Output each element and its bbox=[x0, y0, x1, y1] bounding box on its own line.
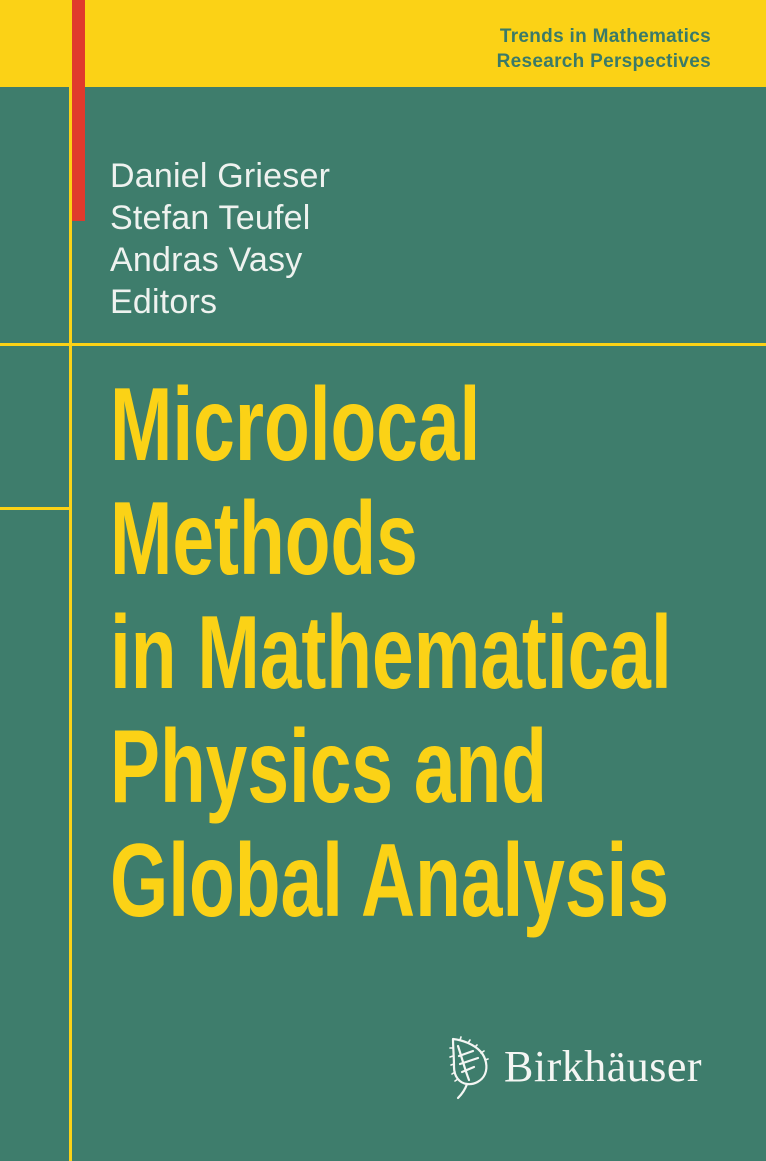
red-accent-bar bbox=[72, 0, 85, 221]
series-title-line1: Trends in Mathematics bbox=[499, 26, 711, 47]
publisher-wordmark: Birkhäuser bbox=[504, 1042, 703, 1091]
book-title: Microlocal Methods in Mathematical Physi… bbox=[110, 368, 672, 938]
horizontal-rule-full bbox=[0, 343, 766, 346]
birch-leaf-icon bbox=[449, 1036, 489, 1100]
editor-name: Andras Vasy bbox=[110, 241, 303, 279]
book-title-line: Microlocal bbox=[110, 367, 481, 483]
book-title-line: Global Analysis bbox=[110, 823, 670, 939]
series-band bbox=[0, 0, 766, 87]
horizontal-rule-short bbox=[0, 507, 69, 510]
series-title-line2: Research Perspectives bbox=[496, 51, 711, 72]
book-title-line: Methods bbox=[110, 481, 418, 597]
book-title-line: Physics and bbox=[110, 709, 547, 825]
editors-role-label: Editors bbox=[110, 283, 218, 321]
vertical-rule bbox=[69, 87, 72, 1161]
editor-name: Daniel Grieser bbox=[110, 157, 331, 195]
editor-name: Stefan Teufel bbox=[110, 199, 311, 237]
editors-block: Daniel Grieser Stefan Teufel Andras Vasy… bbox=[110, 155, 330, 323]
series-title: Trends in Mathematics Research Perspecti… bbox=[497, 24, 711, 74]
book-title-line: in Mathematical bbox=[110, 595, 672, 711]
